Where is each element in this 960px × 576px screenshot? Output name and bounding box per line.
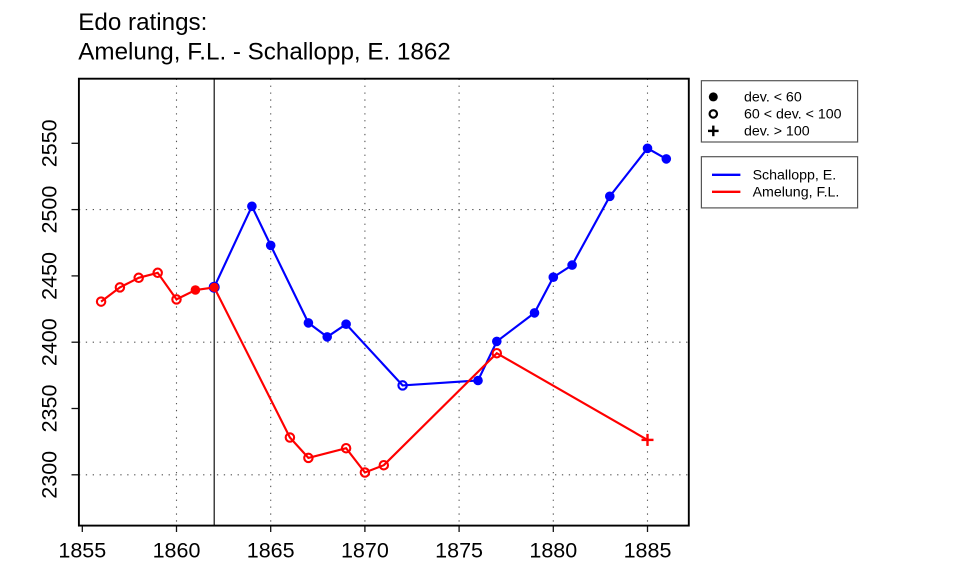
svg-text:Schallopp, E.: Schallopp, E.	[753, 168, 837, 184]
svg-text:dev. < 60: dev. < 60	[744, 89, 802, 105]
svg-text:2550: 2550	[38, 119, 62, 167]
svg-text:Amelung, F.L.: Amelung, F.L.	[753, 185, 840, 201]
svg-text:1880: 1880	[529, 539, 577, 563]
svg-text:2400: 2400	[38, 318, 62, 366]
svg-text:dev. > 100: dev. > 100	[744, 123, 810, 139]
svg-text:1860: 1860	[153, 539, 201, 563]
svg-text:Edo ratings:: Edo ratings:	[78, 9, 207, 36]
svg-text:60 < dev. < 100: 60 < dev. < 100	[744, 106, 842, 122]
svg-text:Amelung, F.L. - Schallopp, E.: Amelung, F.L. - Schallopp, E. 1862	[78, 39, 450, 66]
svg-text:1870: 1870	[341, 539, 389, 563]
svg-text:2500: 2500	[38, 186, 62, 234]
svg-text:2300: 2300	[38, 451, 62, 499]
svg-text:1885: 1885	[624, 539, 672, 563]
svg-text:1865: 1865	[247, 539, 295, 563]
svg-text:1875: 1875	[435, 539, 483, 563]
svg-text:2350: 2350	[38, 385, 62, 433]
svg-text:1855: 1855	[58, 539, 106, 563]
svg-text:2450: 2450	[38, 252, 62, 300]
